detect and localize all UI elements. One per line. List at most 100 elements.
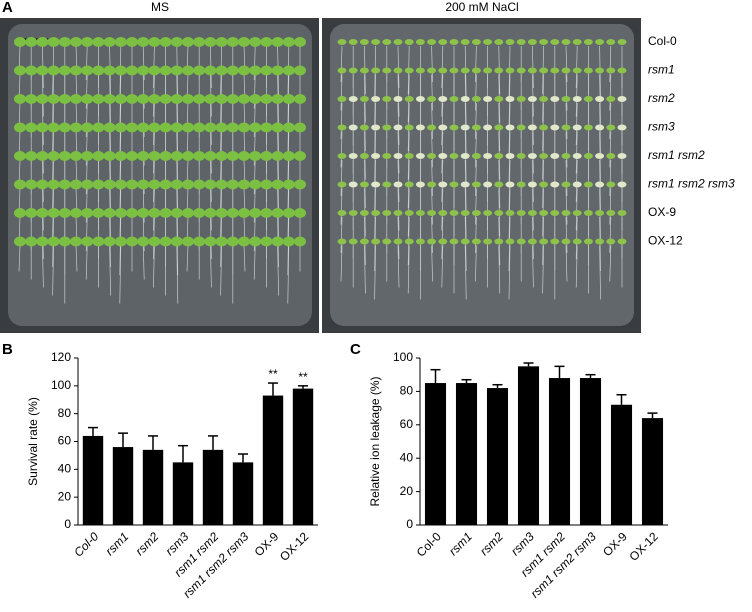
panel-label: B [2,341,13,358]
seedling [595,124,605,131]
seedling [193,37,206,47]
seedling [449,210,459,216]
root [441,188,444,231]
seedling [572,238,582,245]
root [609,131,612,168]
root [565,159,568,197]
seedling [193,94,206,104]
seedling [348,238,358,245]
seedling [561,153,571,159]
bar [424,383,447,525]
seedling [170,179,183,190]
seedling [137,179,150,190]
seedling [572,153,582,159]
seedling [70,122,82,133]
seedling [539,67,549,74]
seedling [516,153,526,159]
seedling [583,39,593,45]
root [340,131,343,168]
seedling [539,39,549,45]
seedling [539,96,549,102]
root [431,188,433,225]
seedling [505,210,515,216]
seedling [516,238,526,245]
genotype-label: OX-9 [648,205,676,219]
seedling [170,65,183,76]
seedling [103,208,116,218]
root [85,245,88,280]
seedling [583,96,593,102]
seedling [460,39,470,45]
seedling [415,210,425,216]
seedling [25,151,38,161]
y-tick-label: 40 [58,462,72,476]
seedling [126,208,138,218]
seedling [47,65,60,76]
seedling [415,39,425,45]
seedling [371,181,381,188]
root [441,102,444,146]
seedling [572,210,582,216]
seedling [337,210,347,216]
seedling [58,179,71,190]
seedling [126,236,138,247]
root [565,245,568,282]
seedling [337,39,347,45]
seedling [359,39,369,45]
seedling [404,67,414,74]
seedling [471,39,481,45]
seedling [215,65,228,76]
seedling [572,67,582,74]
seedling [382,238,392,245]
bar [548,378,571,525]
seedling [148,208,161,218]
seedling [193,236,206,247]
seedling [36,151,49,161]
seedling [460,67,470,74]
root [532,102,534,146]
seedling [382,210,392,216]
seedling [337,124,347,131]
seedling [159,179,172,190]
seedling [494,153,504,159]
seedling [539,238,549,245]
seedling [126,179,138,190]
seedling [294,208,306,218]
root [475,188,477,225]
seedling [36,236,49,247]
seedling [14,151,26,161]
seedling [359,153,369,159]
seedling [114,151,127,161]
seedling [81,151,94,161]
seedling [583,67,593,74]
seedling [382,181,392,188]
seedling [249,179,262,190]
seedling [58,65,71,76]
seedling [460,238,470,245]
seedling [260,208,273,218]
seedling [527,124,537,131]
seedling [282,179,295,190]
seedling [238,208,250,218]
seedling [539,210,549,216]
seedling [81,208,94,218]
seedling [170,208,183,218]
root [431,45,433,83]
root [397,216,400,260]
bar [82,435,104,525]
seedling [81,94,94,104]
seedling [47,208,60,218]
seedling [617,181,627,188]
seedling [527,67,537,74]
root [475,245,477,282]
seedling [337,238,347,245]
seedling [393,181,403,188]
y-tick-label: 60 [58,434,72,448]
seedling [159,37,172,47]
seedling [494,96,504,102]
seedling [70,151,82,161]
root [475,74,477,111]
root [340,159,343,197]
seedling [282,236,295,247]
seedling [193,179,206,190]
